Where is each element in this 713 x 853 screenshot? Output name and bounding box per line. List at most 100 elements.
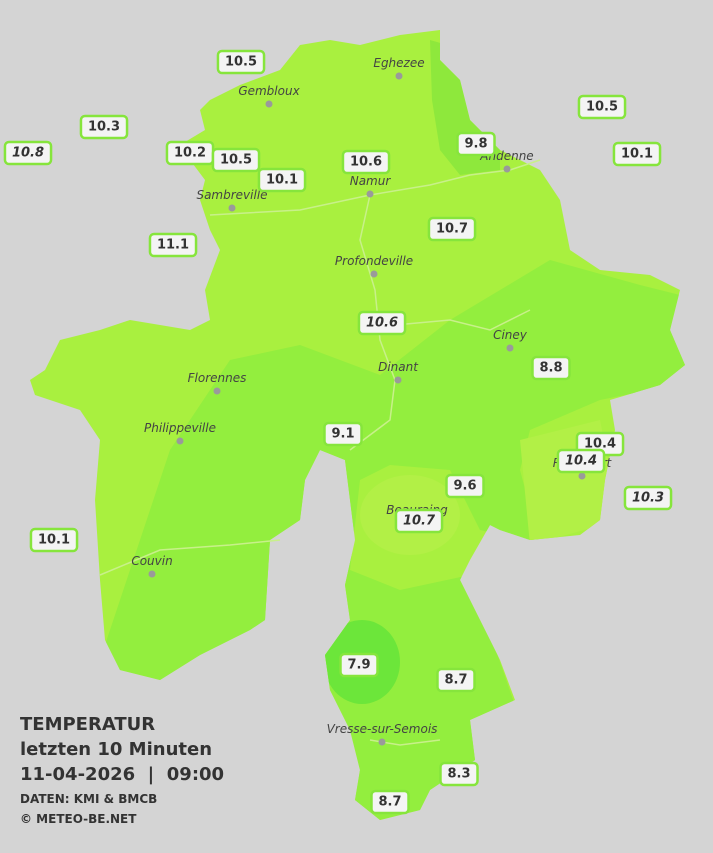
station-value: 10.4 bbox=[565, 454, 597, 469]
station-value: 10.1 bbox=[38, 533, 70, 548]
city-dot bbox=[213, 387, 221, 395]
city-dot bbox=[265, 100, 273, 108]
station-value: 10.4 bbox=[584, 437, 616, 452]
station-value: 10.5 bbox=[586, 100, 618, 115]
station: 10.5 bbox=[211, 147, 261, 173]
station-box bbox=[148, 232, 198, 258]
station: 8.7 bbox=[436, 667, 476, 693]
station-value: 10.1 bbox=[621, 147, 653, 162]
city-dot bbox=[378, 738, 386, 746]
station-value: 8.7 bbox=[378, 795, 401, 810]
station-box bbox=[427, 216, 477, 242]
station: 10.4 bbox=[556, 448, 606, 474]
station: 10.6 bbox=[341, 149, 391, 175]
station-value: 10.6 bbox=[350, 155, 382, 170]
city-label: Namur bbox=[350, 174, 392, 188]
city-label: Sambreville bbox=[196, 188, 267, 202]
station-box bbox=[341, 149, 391, 175]
station-box bbox=[577, 94, 627, 120]
station: 10.2 bbox=[165, 140, 215, 166]
city-label: Couvin bbox=[131, 554, 172, 568]
city-dot bbox=[148, 570, 156, 578]
city-label: Philippeville bbox=[144, 421, 216, 435]
station: 7.9 bbox=[339, 652, 379, 678]
station-value: 10.1 bbox=[266, 173, 298, 188]
station-value: 9.6 bbox=[453, 479, 476, 494]
city-dot bbox=[176, 437, 184, 445]
station-box bbox=[339, 652, 379, 678]
station: 9.1 bbox=[323, 421, 363, 447]
station: 10.7 bbox=[394, 508, 444, 534]
station-box bbox=[257, 167, 307, 193]
city-label: Florennes bbox=[188, 371, 247, 385]
city-dot bbox=[394, 376, 402, 384]
station-box bbox=[323, 421, 363, 447]
station: 10.7 bbox=[427, 216, 477, 242]
station: 8.7 bbox=[370, 789, 410, 815]
city-dot bbox=[506, 344, 514, 352]
station-value: 10.7 bbox=[403, 514, 436, 529]
station-value: 7.9 bbox=[347, 658, 370, 673]
station-value: 10.3 bbox=[88, 120, 120, 135]
station: 8.3 bbox=[439, 761, 479, 787]
city-dot bbox=[366, 190, 374, 198]
station-value: 10.7 bbox=[436, 222, 468, 237]
city-dot bbox=[503, 165, 511, 173]
city-dot bbox=[228, 204, 236, 212]
station-value: 8.8 bbox=[539, 361, 562, 376]
station: 8.8 bbox=[531, 355, 571, 381]
city-label: Vresse-sur-Semois bbox=[327, 722, 438, 736]
station-box bbox=[79, 114, 129, 140]
station-box bbox=[29, 527, 79, 553]
station-box bbox=[216, 49, 266, 75]
station-value: 8.7 bbox=[444, 673, 467, 688]
station-box bbox=[612, 141, 662, 167]
station-value: 9.1 bbox=[331, 427, 354, 442]
station-box bbox=[445, 473, 485, 499]
station-value: 10.3 bbox=[632, 491, 664, 506]
station: 9.8 bbox=[456, 131, 496, 157]
station: 10.5 bbox=[216, 49, 266, 75]
city-label: Eghezee bbox=[373, 56, 424, 70]
station-box bbox=[436, 667, 476, 693]
station-value: 10.5 bbox=[225, 55, 257, 70]
station-value: 10.5 bbox=[220, 153, 252, 168]
station-box bbox=[623, 485, 673, 511]
station-box bbox=[394, 508, 444, 534]
station: 10.8 bbox=[3, 140, 53, 166]
station-value: 10.2 bbox=[174, 146, 206, 161]
station: 10.6 bbox=[357, 310, 407, 336]
city-label: Profondeville bbox=[335, 254, 413, 268]
city-dot bbox=[578, 472, 586, 480]
city-label: Gembloux bbox=[238, 84, 300, 98]
title: TEMPERATUR bbox=[20, 714, 155, 735]
city-dot bbox=[370, 270, 378, 278]
station-box bbox=[531, 355, 571, 381]
station-box bbox=[3, 140, 53, 166]
source: DATEN: KMI & BMCB bbox=[20, 792, 157, 806]
station-box bbox=[556, 448, 606, 474]
station: 10.1 bbox=[612, 141, 662, 167]
station: 11.1 bbox=[148, 232, 198, 258]
city-label: Dinant bbox=[378, 360, 419, 374]
subtitle: letzten 10 Minuten bbox=[20, 739, 212, 760]
station: 10.1 bbox=[257, 167, 307, 193]
station: 9.6 bbox=[445, 473, 485, 499]
station-box bbox=[456, 131, 496, 157]
station: 10.5 bbox=[577, 94, 627, 120]
station: 10.1 bbox=[29, 527, 79, 553]
station-box bbox=[357, 310, 407, 336]
station-value: 8.3 bbox=[447, 767, 470, 782]
station: 10.3 bbox=[623, 485, 673, 511]
station-value: 11.1 bbox=[157, 238, 189, 253]
city-label: Ciney bbox=[493, 328, 528, 342]
station-box bbox=[439, 761, 479, 787]
station-value: 9.8 bbox=[464, 137, 487, 152]
station-box bbox=[211, 147, 261, 173]
datetime: 11-04-2026 | 09:00 bbox=[20, 764, 224, 785]
stations: 10.5 10.3 10.8 10.2 10.5 10.1 10.6 9.8 10.5 10.1 1… bbox=[3, 49, 673, 815]
station: 10.3 bbox=[79, 114, 129, 140]
city-dot bbox=[395, 72, 403, 80]
station-value: 10.8 bbox=[12, 146, 44, 161]
